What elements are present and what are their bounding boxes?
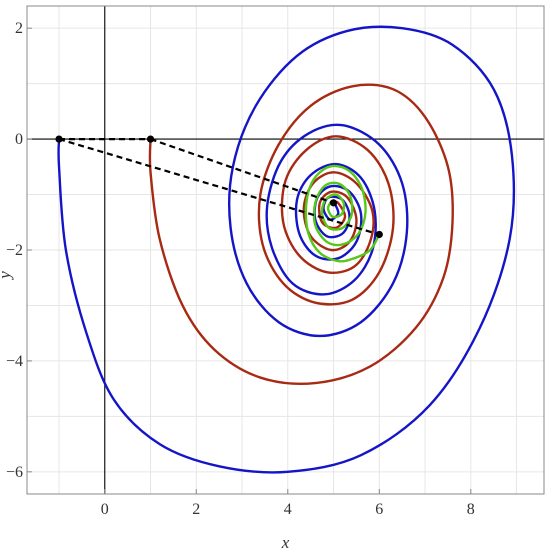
- y-tick-label: −6: [6, 464, 23, 481]
- x-axis-title: x: [281, 533, 290, 552]
- y-tick-label: −4: [6, 353, 23, 370]
- point-marker: [375, 230, 383, 239]
- point-marker: [55, 135, 63, 143]
- x-tick-label: 2: [192, 501, 200, 518]
- y-tick-label: 2: [15, 20, 23, 37]
- x-tick-label: 4: [284, 501, 292, 518]
- dashed-line: [150, 138, 334, 204]
- dashed-lines: [58, 137, 380, 236]
- x-tick-labels: 0 2 4 6 8: [101, 489, 475, 518]
- point-marker: [329, 199, 338, 207]
- x-tick-label: 0: [101, 501, 109, 518]
- y-axis-title: y: [0, 271, 14, 281]
- dashed-line: [58, 138, 380, 236]
- spiral-trajectory-red: [148, 83, 454, 385]
- y-tick-label: 0: [15, 131, 23, 148]
- y-tick-labels: −6 −4 −2 0 2: [6, 20, 32, 481]
- y-tick-label: −2: [6, 242, 23, 259]
- x-tick-label: 6: [375, 501, 383, 518]
- x-tick-label: 8: [467, 501, 475, 518]
- grid: [27, 6, 544, 494]
- markers: [55, 135, 383, 239]
- point-marker: [146, 135, 155, 143]
